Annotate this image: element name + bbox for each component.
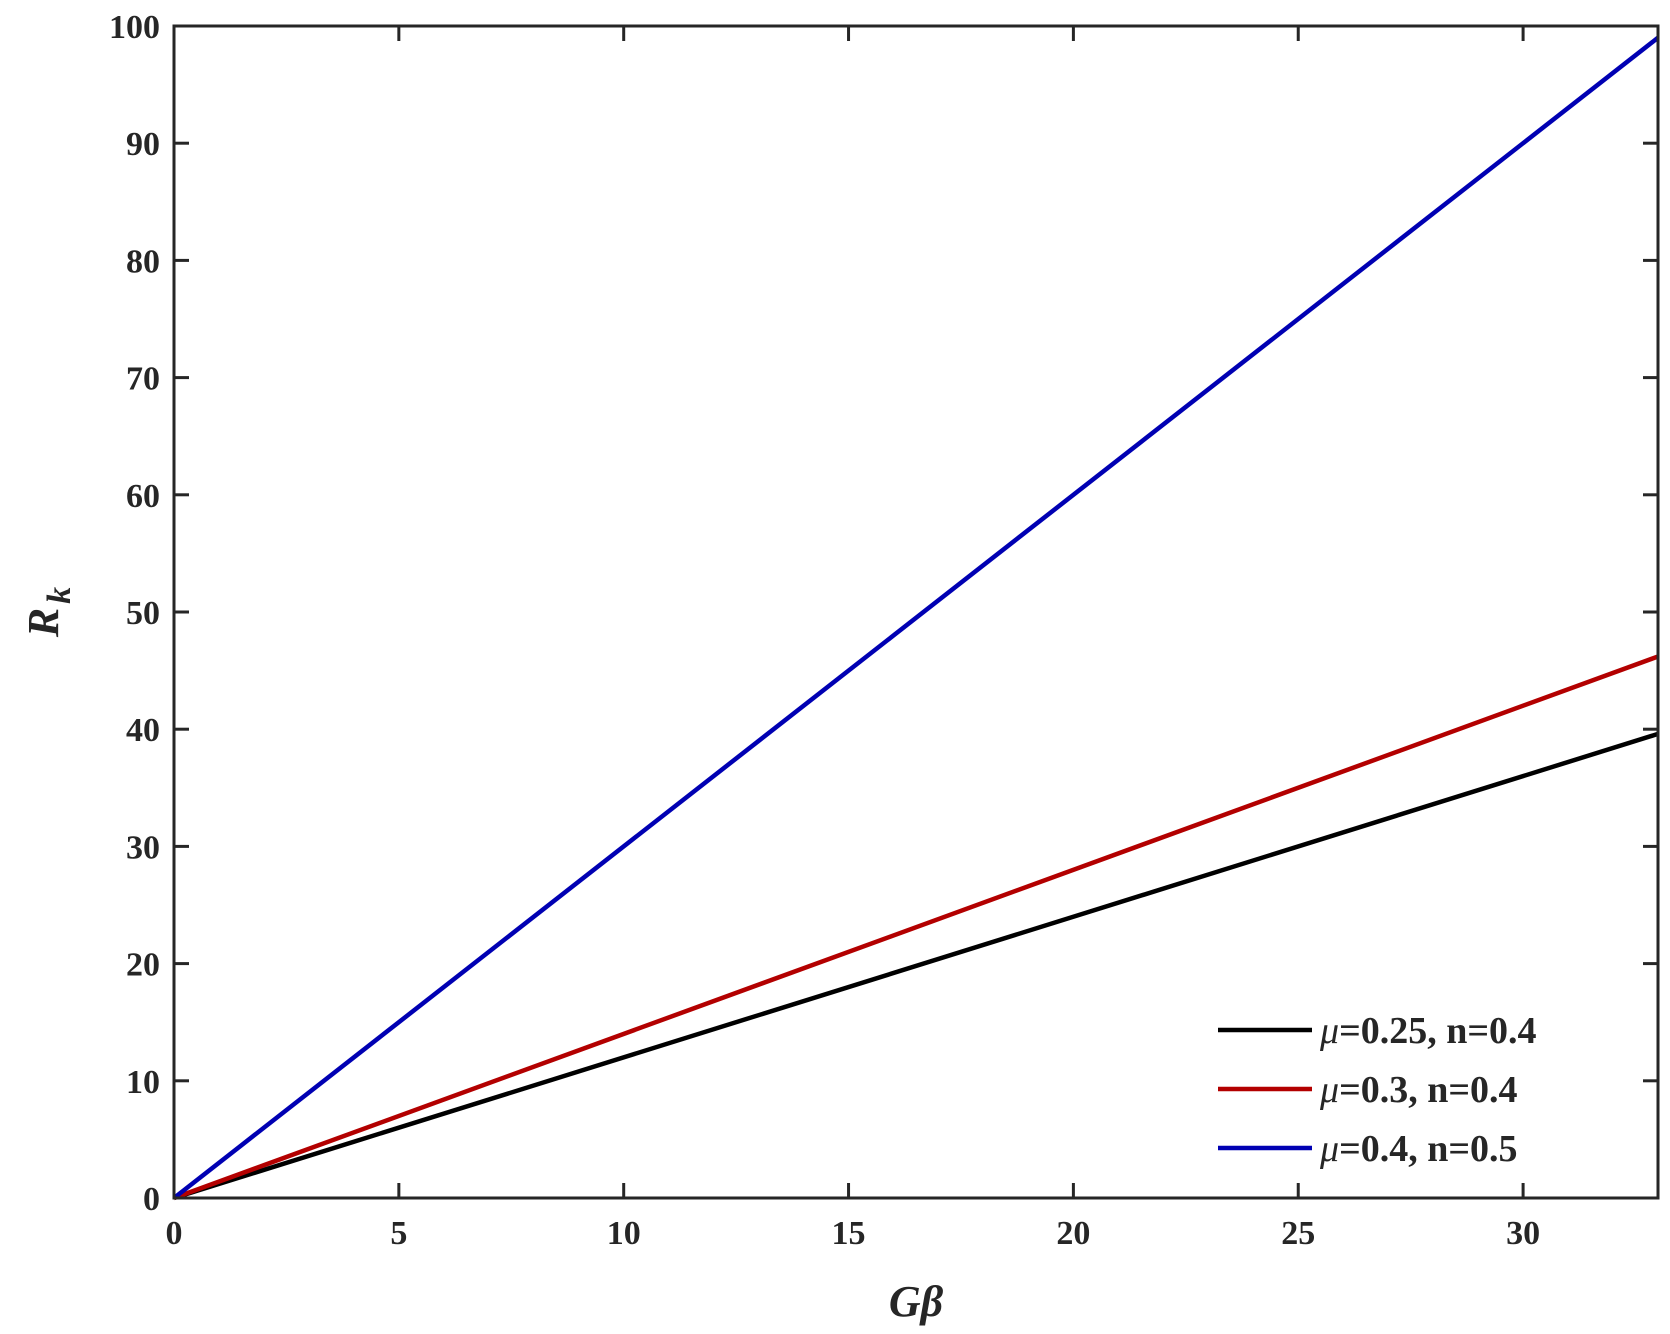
y-tick-label: 90	[126, 126, 160, 163]
y-axis-title: Rk	[19, 587, 78, 638]
series-layer	[172, 35, 1660, 1201]
series-line-2	[173, 654, 1659, 1201]
x-axis-title: Gβ	[889, 1277, 944, 1326]
y-tick-label: 20	[126, 947, 160, 984]
series-line-3	[172, 35, 1660, 1200]
legend-label-rest: =0.25, n=0.4	[1339, 1010, 1536, 1052]
series-line-1	[173, 731, 1659, 1201]
svg-text:Rk: Rk	[19, 587, 78, 638]
plot-frame	[172, 24, 1660, 1200]
legend-label-rest: =0.3, n=0.4	[1339, 1069, 1517, 1111]
legend-label-1: μ=0.25, n=0.4	[1319, 1010, 1537, 1052]
legend-label-symbol: μ	[1319, 1010, 1339, 1052]
x-tick-label: 15	[832, 1215, 866, 1252]
y-tick-label: 70	[126, 361, 160, 398]
x-tick-label: 5	[390, 1215, 407, 1252]
x-tick-label: 0	[166, 1215, 183, 1252]
x-tick-label: 20	[1056, 1215, 1090, 1252]
y-tick-label: 50	[126, 595, 160, 632]
legend: μ=0.25, n=0.4μ=0.3, n=0.4μ=0.4, n=0.5	[1218, 1010, 1537, 1170]
y-axis-title-subscript: k	[41, 587, 78, 604]
y-axis-title-main: R	[19, 608, 68, 638]
tick-label-layer: 0 5 10 15 20 25 30 0 10 20 30 40 50 60 70 80 90 100	[109, 9, 1540, 1252]
y-tick-label: 60	[126, 478, 160, 515]
y-tick-label: 40	[126, 712, 160, 749]
legend-label-2: μ=0.3, n=0.4	[1319, 1069, 1518, 1111]
x-tick-label: 30	[1506, 1215, 1540, 1252]
x-tick-label: 25	[1281, 1215, 1315, 1252]
y-tick-label: 0	[143, 1181, 160, 1218]
y-tick-label: 30	[126, 829, 160, 866]
x-tick-label: 10	[607, 1215, 641, 1252]
y-tick-label: 80	[126, 243, 160, 280]
tick-layer	[172, 24, 1658, 1200]
legend-label-3: μ=0.4, n=0.5	[1319, 1128, 1518, 1170]
legend-label-symbol: μ	[1319, 1069, 1339, 1111]
y-tick-label: 100	[109, 9, 160, 46]
legend-label-symbol: μ	[1319, 1128, 1339, 1170]
y-tick-label: 10	[126, 1064, 160, 1101]
legend-label-rest: =0.4, n=0.5	[1339, 1128, 1517, 1170]
